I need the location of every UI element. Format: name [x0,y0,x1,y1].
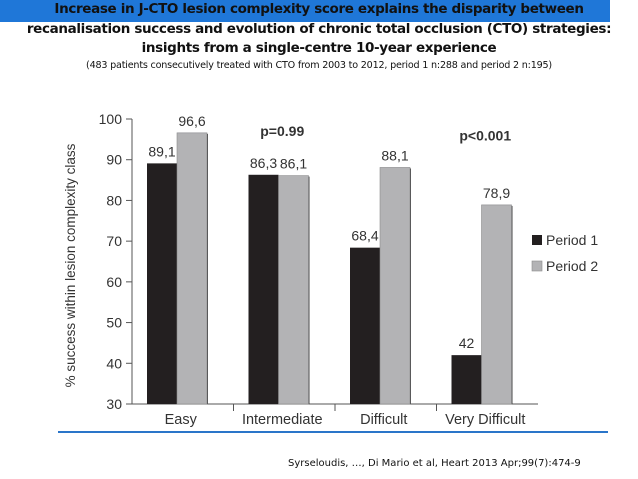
chart-axes: 30 40 50 60 70 80 90 100 % success within lesion… [63,111,538,412]
y-tick-label: 90 [106,152,122,168]
legend-label: Period 2 [546,258,598,274]
legend-label: Period 1 [546,232,598,248]
y-tick-label: 40 [106,355,122,371]
bar-period-2 [379,167,411,405]
legend-swatch [532,235,542,245]
header-accent-bar [0,0,610,22]
bar-period-2 [176,132,208,405]
data-label: 88,1 [381,147,408,163]
chart-legend: Period 1 Period 2 [531,232,598,274]
y-tick-label: 80 [106,192,122,208]
bar-period-2 [278,175,309,405]
bar-period-1 [451,355,482,404]
category-label: Very Difficult [445,412,525,428]
p-value-annotation: p<0.001 [459,127,511,143]
data-label: 42 [459,335,475,351]
p-value-annotation: p=0.99 [260,123,304,139]
bar-period-1 [350,247,380,404]
data-label: 68,4 [351,228,378,244]
y-tick-label: 60 [106,274,122,290]
slide-title: Increase in J-CTO lesion complexity scor… [0,0,638,59]
data-label: 86,1 [280,156,307,172]
y-tick-label: 30 [106,396,122,412]
chart-labels: Easy Intermediate Difficult Very Difficult 8… [148,113,525,428]
citation-text: Syrseloudis, …, Di Mario et al, Heart 20… [288,458,581,469]
bar-period-1 [147,163,177,404]
bar-period-1 [248,174,279,404]
y-tick-label: 100 [99,111,123,127]
category-label: Easy [165,412,198,428]
title-line-1: Increase in J-CTO lesion complexity scor… [54,1,584,17]
y-tick-label: 70 [106,233,122,249]
data-label: 96,6 [178,113,205,129]
bar-period-2 [481,204,512,405]
title-line-2: recanalisation success and evolution of … [26,20,612,37]
y-axis-title: % success within lesion complexity class [63,143,78,387]
data-label: 86,3 [250,155,277,171]
category-label: Difficult [360,412,407,428]
chart-bars [147,132,513,405]
data-label: 78,9 [483,185,510,201]
data-label: 89,1 [148,143,175,159]
legend-swatch [531,260,543,272]
title-line-3: insights from a single-centre 10-year ex… [141,40,497,56]
divider-line [58,431,608,433]
category-label: Intermediate [242,412,323,428]
slide-subtitle: (483 patients consecutively treated with… [86,60,552,71]
y-tick-label: 50 [106,315,122,331]
